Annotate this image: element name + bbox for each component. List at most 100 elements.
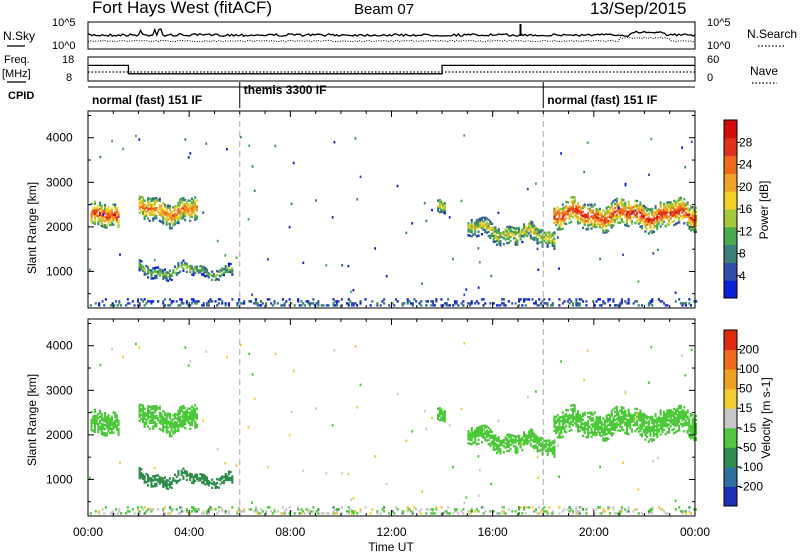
velocity-cell <box>470 439 473 442</box>
power-cell <box>114 215 117 218</box>
velocity-cell <box>207 508 210 511</box>
velocity-cell <box>620 410 623 413</box>
power-cell <box>150 211 153 215</box>
power-cell <box>605 220 608 224</box>
power-cell <box>115 212 118 215</box>
velocity-cell <box>695 422 698 426</box>
power-cell <box>686 203 689 206</box>
power-cell <box>551 234 554 237</box>
velocity-cell <box>177 419 180 423</box>
velocity-cell <box>99 425 102 429</box>
power-cell <box>265 302 268 305</box>
cpid-segment-2: themis 3300 IF <box>244 83 327 97</box>
power-cell <box>443 206 446 209</box>
power-cell <box>440 298 443 301</box>
power-cell <box>474 225 477 228</box>
power-cell <box>157 272 160 275</box>
power-cell <box>480 223 483 226</box>
velocity-cell <box>180 508 183 511</box>
power-cell <box>349 300 352 303</box>
velocity-cell <box>140 409 143 413</box>
power-cell <box>207 300 210 303</box>
velocity-cell <box>261 510 264 513</box>
velocity-cell <box>104 420 107 423</box>
velocity-cell <box>528 440 531 443</box>
velocity-cell <box>97 426 100 430</box>
velocity-cell <box>514 451 517 454</box>
velocity-cell <box>663 416 666 420</box>
velocity-cell <box>107 420 110 423</box>
velocity-cell <box>597 426 600 430</box>
power-cell <box>150 277 153 280</box>
velocity-cell <box>475 427 478 430</box>
velocity-cell <box>142 473 145 476</box>
velocity-cell <box>224 510 227 513</box>
power-cell <box>300 300 303 303</box>
velocity-cell <box>602 439 605 442</box>
velocity-cell <box>656 425 659 428</box>
power-cell <box>575 304 578 307</box>
power-cell <box>509 239 512 243</box>
power-cell <box>474 233 477 236</box>
power-cell <box>684 215 687 218</box>
power-cell <box>470 235 473 238</box>
power-cell <box>195 269 198 272</box>
velocity-cell <box>202 512 205 515</box>
velocity-cell <box>614 414 617 418</box>
power-cell <box>583 215 586 218</box>
power-cell <box>571 195 574 199</box>
power-cell <box>248 300 251 303</box>
velocity-cell <box>663 510 666 513</box>
velocity-cell <box>644 416 647 419</box>
velocity-cell <box>479 425 482 429</box>
velocity-cell <box>194 412 197 415</box>
power-cell <box>97 208 100 212</box>
velocity-cell <box>194 420 197 423</box>
power-cell <box>477 247 480 250</box>
velocity-cell <box>684 419 687 422</box>
velocity-cell <box>642 430 645 434</box>
velocity-cell <box>523 508 526 511</box>
power-cell <box>288 225 291 229</box>
power-cell <box>565 212 568 216</box>
power-cell <box>624 209 627 213</box>
power-cell <box>649 220 652 223</box>
power-cell <box>499 242 502 245</box>
noise-right-tick-top: 10^5 <box>707 17 731 29</box>
velocity-cell <box>477 432 480 435</box>
velocity-cell <box>182 404 185 408</box>
velocity-cell <box>100 412 103 415</box>
power-cell <box>93 216 96 220</box>
power-cell <box>641 204 644 208</box>
velocity-cell <box>376 512 379 515</box>
power-cell <box>179 204 182 207</box>
velocity-cell <box>668 413 671 416</box>
power-cell <box>634 213 637 217</box>
power-cell <box>678 199 681 202</box>
power-cell <box>214 276 217 280</box>
power-cell <box>536 228 539 231</box>
power-cell <box>551 242 554 245</box>
velocity-cell <box>639 419 642 422</box>
velocity-cell <box>526 506 529 509</box>
power-cell <box>403 302 406 305</box>
power-cell <box>550 241 553 245</box>
velocity-cell <box>647 416 650 419</box>
velocity-cell <box>607 413 610 417</box>
power-cell <box>165 211 168 214</box>
power-cell <box>158 211 161 214</box>
velocity-cell <box>555 431 558 435</box>
power-cell <box>189 219 192 223</box>
power-cell <box>162 271 165 274</box>
velocity-cell <box>595 421 598 425</box>
power-cell <box>681 146 683 149</box>
velocity-cell <box>482 506 485 509</box>
power-cell <box>555 211 558 215</box>
power-cell <box>187 207 190 210</box>
velocity-cell <box>671 414 674 418</box>
power-cell <box>267 258 269 261</box>
power-cell <box>602 215 605 218</box>
power-cell <box>519 232 522 235</box>
velocity-cell <box>663 424 666 428</box>
power-cell <box>671 210 674 214</box>
